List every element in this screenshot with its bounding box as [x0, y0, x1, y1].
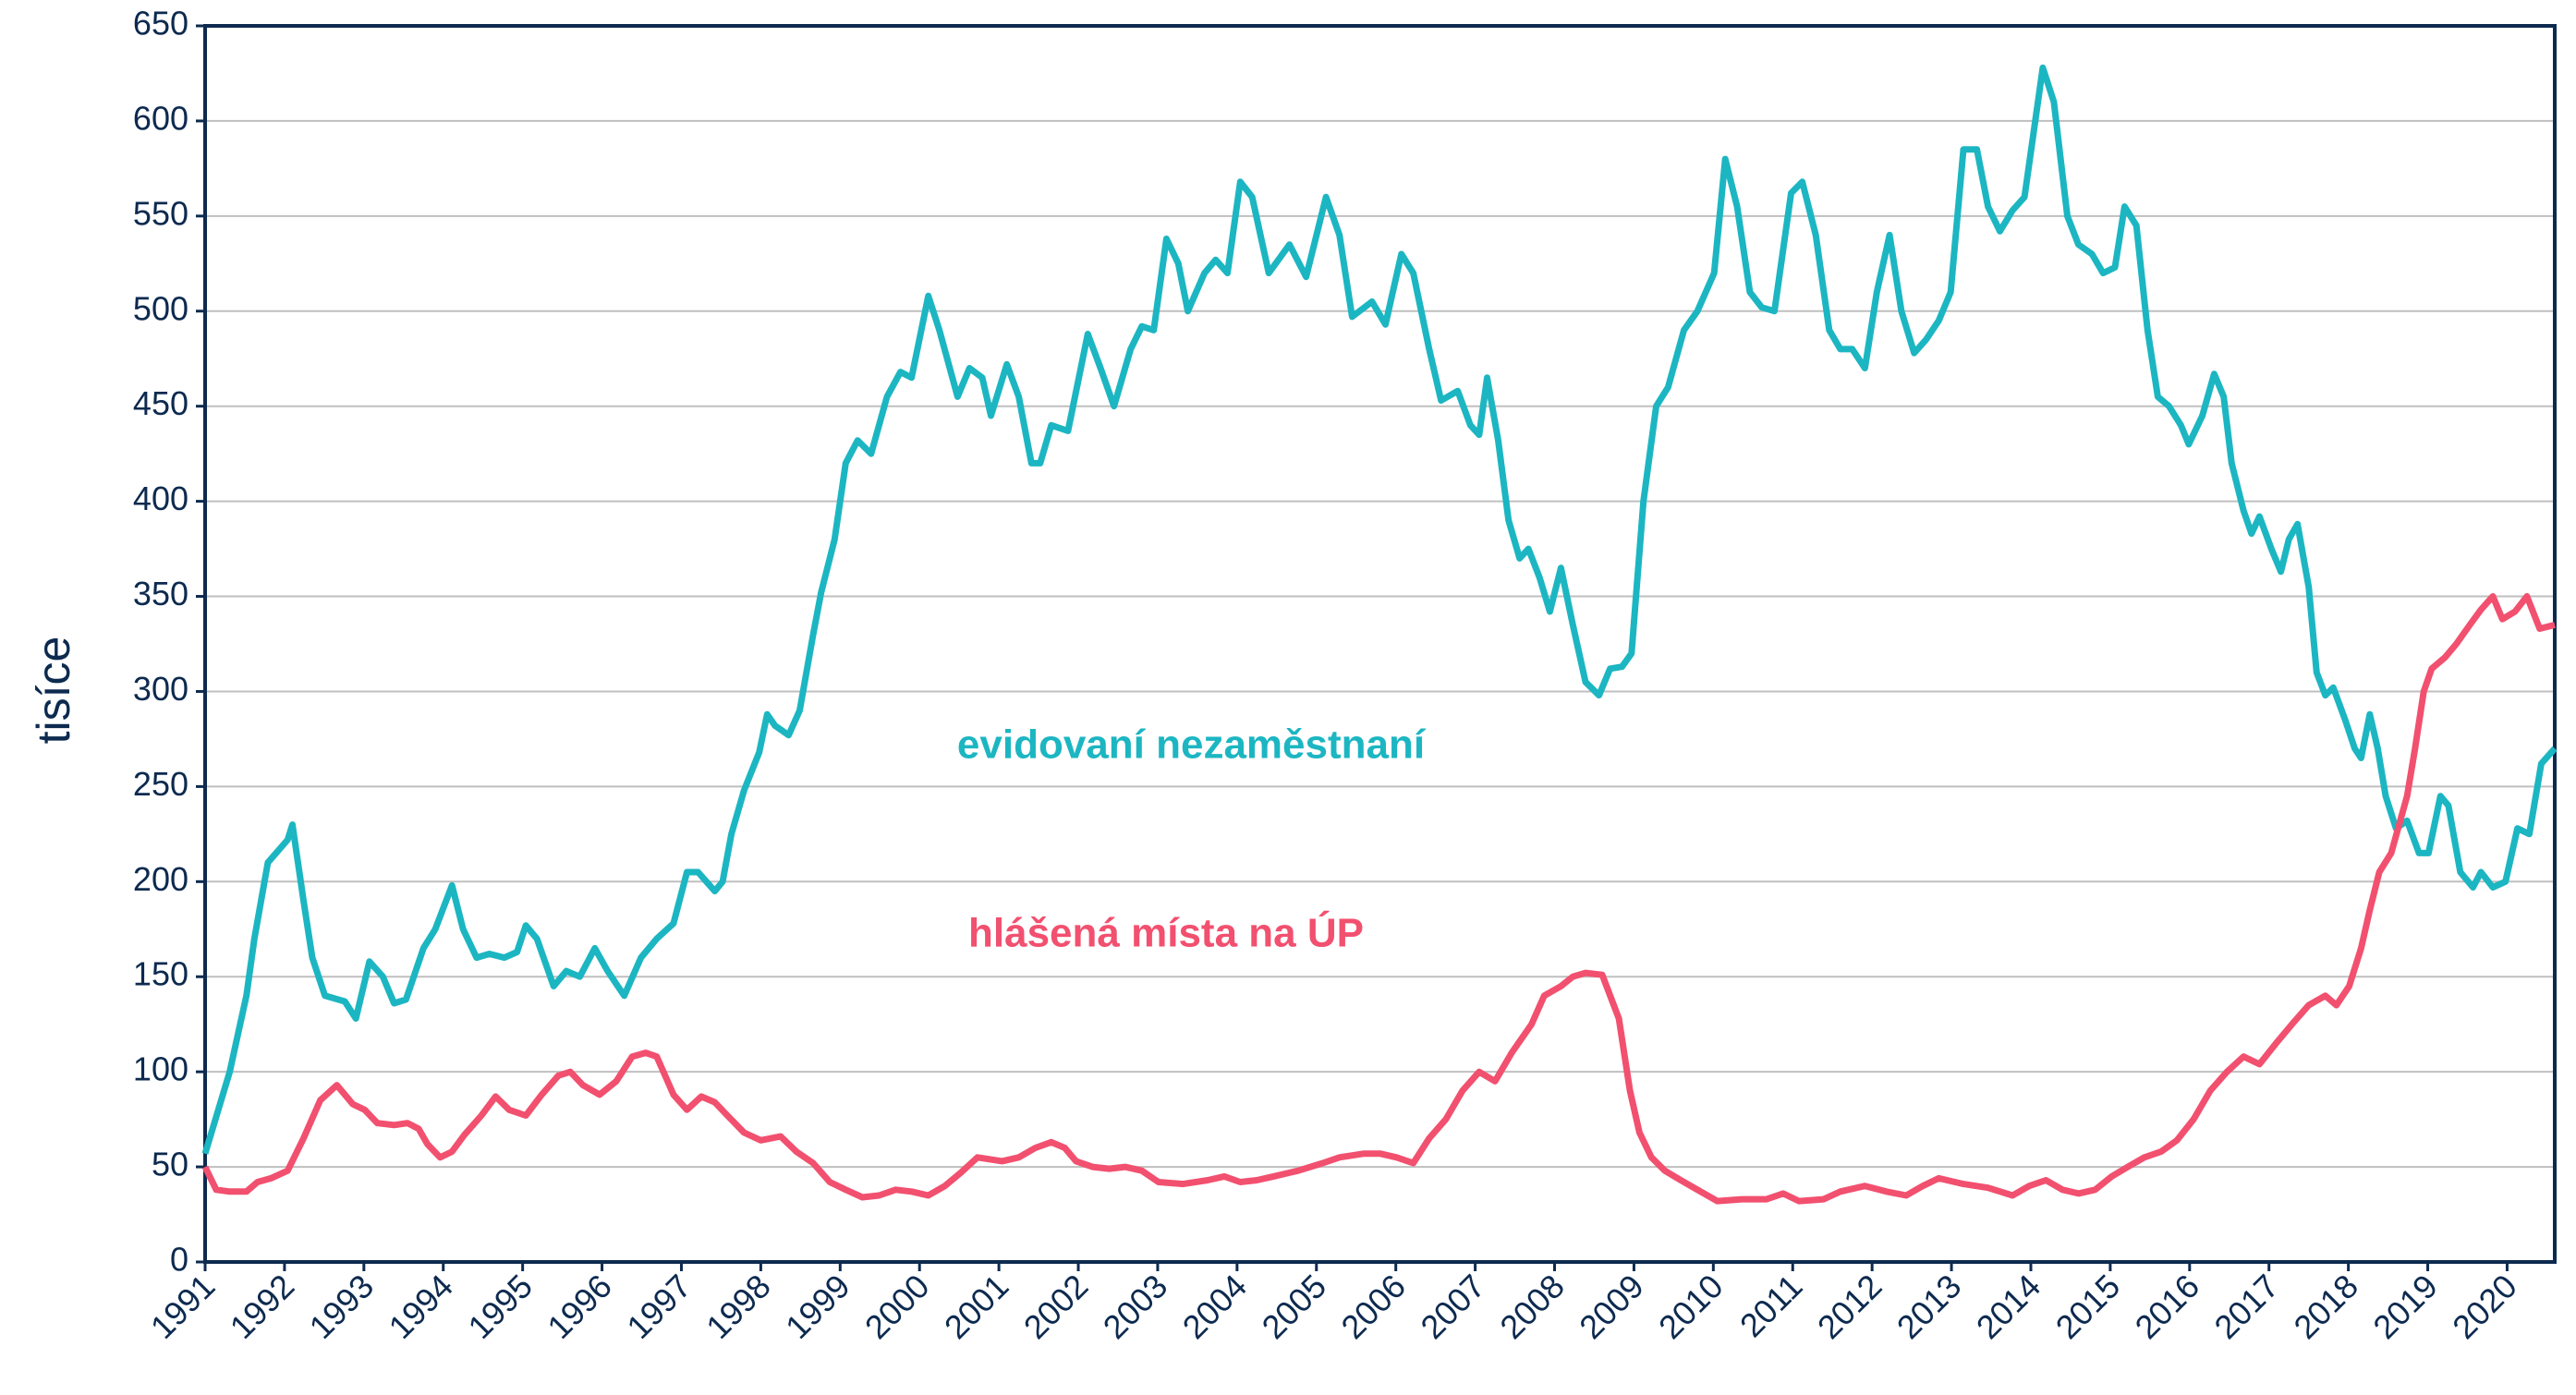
- y-tick-label: 200: [133, 860, 188, 898]
- y-tick-label: 250: [133, 765, 188, 803]
- series-line: [201, 64, 2558, 1155]
- y-tick-label: 100: [133, 1050, 188, 1088]
- y-tick-label: 450: [133, 384, 188, 422]
- y-tick-label: 500: [133, 289, 188, 327]
- y-axis-label: tisíce: [28, 637, 79, 745]
- plot-frame: [203, 24, 2557, 1264]
- x-tick-label: 1992: [223, 1267, 302, 1346]
- x-tick-label: 2013: [1889, 1267, 1969, 1346]
- x-tick-label: 2014: [1969, 1267, 2048, 1346]
- x-tick-label: 1998: [699, 1267, 778, 1346]
- x-tick-label: 2004: [1175, 1267, 1255, 1346]
- x-tick-label: 2009: [1572, 1267, 1651, 1346]
- y-tick-label: 400: [133, 479, 188, 517]
- x-tick-label: 1994: [381, 1267, 460, 1346]
- x-tick-label: 2018: [2286, 1267, 2365, 1346]
- series-label: evidovaní nezaměstnaní: [957, 722, 1427, 768]
- x-tick-label: 2001: [937, 1267, 1016, 1346]
- x-tick-label: 2019: [2365, 1267, 2445, 1346]
- x-tick-label: 2008: [1492, 1267, 1572, 1346]
- y-tick-label: 50: [152, 1146, 188, 1183]
- series-line: [201, 593, 2556, 1205]
- y-tick-label: 350: [133, 575, 188, 613]
- x-tick-label: 1995: [460, 1267, 540, 1346]
- y-tick-label: 300: [133, 670, 188, 708]
- x-tick-label: 1991: [143, 1267, 223, 1346]
- x-tick-label: 2016: [2128, 1267, 2207, 1346]
- x-tick-label: 2010: [1651, 1267, 1731, 1346]
- series-label: hlášená místa na ÚP: [968, 910, 1364, 956]
- y-tick-label: 600: [133, 99, 188, 137]
- x-tick-label: 2020: [2445, 1267, 2524, 1346]
- x-tick-label: 2012: [1810, 1267, 1889, 1346]
- x-tick-label: 2006: [1333, 1267, 1413, 1346]
- x-tick-label: 1999: [778, 1267, 857, 1346]
- x-tick-label: 2002: [1016, 1267, 1096, 1346]
- x-tick-label: 1996: [540, 1267, 619, 1346]
- x-tick-label: 1997: [619, 1267, 699, 1346]
- x-tick-label: 2007: [1413, 1267, 1492, 1346]
- x-tick-label: 2011: [1732, 1267, 1810, 1344]
- y-tick-label: 550: [133, 194, 188, 232]
- x-tick-label: 2005: [1255, 1267, 1334, 1346]
- x-tick-label: 2000: [857, 1267, 937, 1346]
- x-tick-label: 2003: [1096, 1267, 1175, 1346]
- y-tick-label: 0: [170, 1241, 188, 1279]
- y-tick-label: 650: [133, 5, 188, 42]
- x-tick-label: 2017: [2206, 1267, 2286, 1346]
- x-tick-label: 1993: [302, 1267, 382, 1346]
- y-tick-label: 150: [133, 955, 188, 993]
- x-tick-label: 2015: [2048, 1267, 2128, 1346]
